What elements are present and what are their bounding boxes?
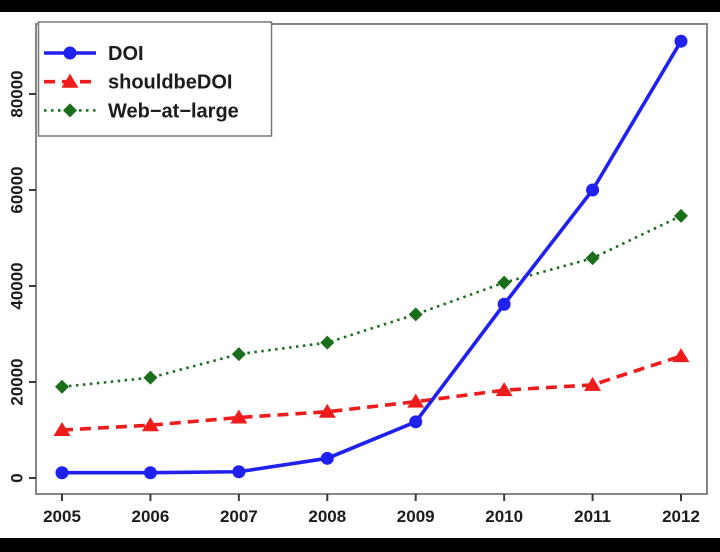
data-point	[584, 376, 602, 391]
legend-label: shouldbeDOI	[108, 72, 232, 94]
data-point	[55, 466, 69, 480]
data-point	[674, 34, 688, 48]
data-point	[320, 451, 334, 465]
plot-frame	[35, 23, 708, 495]
data-point	[231, 347, 246, 362]
series-line-diamond	[61, 214, 682, 389]
data-point	[143, 466, 157, 480]
x-axis-tick-label: 2012	[662, 507, 700, 526]
data-point	[407, 393, 425, 408]
data-point	[672, 348, 690, 363]
x-axis-tick-label: 2011	[574, 507, 611, 526]
y-axis-tick-label: 0	[7, 473, 26, 482]
series-line-triangle	[61, 354, 682, 432]
data-point	[53, 422, 71, 436]
letterbox-bottom	[0, 538, 720, 552]
y-axis-tick-label: 60000	[7, 166, 26, 213]
legend-triangle-marker	[61, 73, 79, 88]
legend-diamond-marker	[63, 103, 77, 118]
data-point	[497, 297, 511, 311]
data-point	[318, 403, 336, 418]
x-axis-tick-label: 2009	[397, 507, 435, 526]
data-point	[232, 465, 246, 479]
data-point	[320, 335, 335, 350]
x-axis-tick-label: 2007	[220, 507, 258, 526]
data-point	[674, 208, 689, 223]
y-axis-tick-label: 40000	[7, 262, 26, 309]
legend-box	[37, 21, 273, 137]
y-axis-tick-label: 20000	[7, 358, 26, 405]
data-point	[586, 183, 600, 197]
data-point	[55, 379, 69, 394]
series-line-circle	[62, 40, 683, 475]
data-point	[409, 415, 423, 429]
chart-canvas: 0 20000 40000 60000 80000 2005 2006 2007 2008 200…	[0, 12, 720, 538]
x-axis-tick-label: 2006	[132, 507, 170, 526]
data-point	[141, 417, 159, 432]
x-axis-tick-label: 2005	[43, 507, 81, 526]
legend-circle-marker	[63, 46, 77, 60]
data-point	[585, 251, 600, 266]
x-axis-tick-label: 2010	[485, 507, 523, 526]
legend-label: Web−at−large	[108, 100, 239, 122]
data-point	[408, 307, 423, 322]
data-point	[497, 275, 512, 290]
data-point	[143, 370, 158, 385]
letterbox-top	[0, 0, 720, 12]
data-point	[230, 409, 248, 424]
data-point	[495, 382, 513, 397]
line-chart: 0 20000 40000 60000 80000 2005 2006 2007 2008 200…	[7, 21, 708, 526]
y-axis-tick-label: 80000	[7, 70, 26, 117]
x-axis-tick-label: 2008	[308, 507, 346, 526]
legend-label: DOI	[108, 43, 144, 65]
